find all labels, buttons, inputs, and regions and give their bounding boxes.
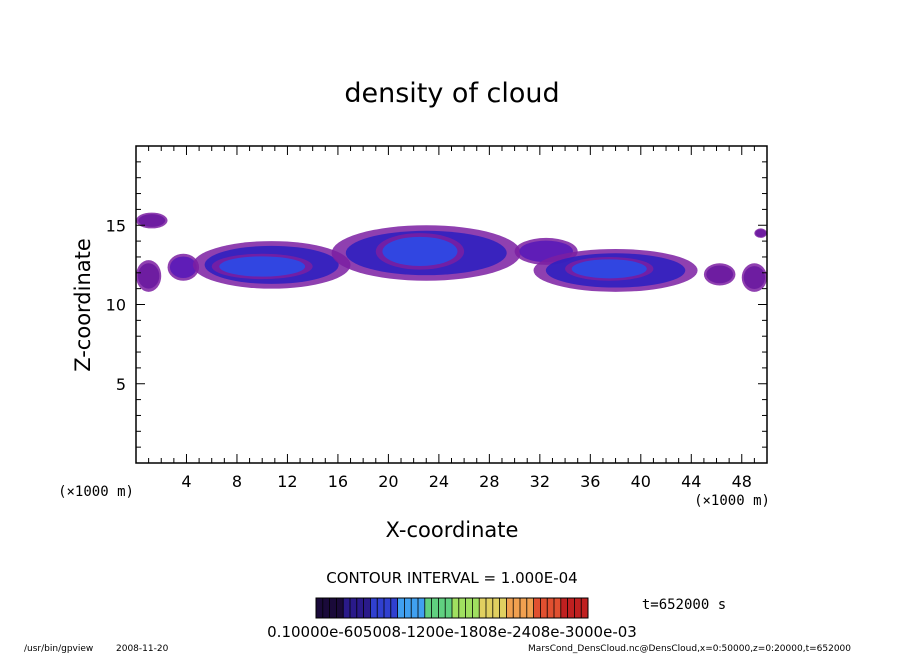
colorbar-frame <box>315 597 589 619</box>
colorbar <box>315 597 589 619</box>
contour-interval-label: CONTOUR INTERVAL = 1.000E-04 <box>326 569 577 587</box>
x-tick-label: 48 <box>732 472 752 491</box>
cloud-region-core <box>571 259 647 279</box>
x-tick-label: 20 <box>378 472 398 491</box>
cloud-region-core <box>137 263 160 289</box>
cloud-region-core <box>755 229 767 237</box>
cloud-region-core <box>219 256 306 277</box>
x-tick-label: 36 <box>580 472 600 491</box>
colorbar-tick-labels: 0.10000e-605008-1200e-1808e-2408e-3000e-… <box>267 623 637 641</box>
y-axis-unit: (×1000 m) <box>58 484 134 500</box>
chart-title: density of cloud <box>344 78 559 109</box>
cloud-region-core <box>169 256 197 279</box>
plot-frame <box>135 145 768 464</box>
x-tick-label: 28 <box>479 472 499 491</box>
x-tick-label: 16 <box>328 472 348 491</box>
x-axis-label: X-coordinate <box>386 518 519 542</box>
x-tick-label: 40 <box>631 472 651 491</box>
cloud-density-field <box>136 212 767 292</box>
x-tick-label: 8 <box>232 472 242 491</box>
x-tick-label: 12 <box>277 472 297 491</box>
footer-source: MarsCond_DensCloud.nc@DensCloud,x=0:5000… <box>528 644 851 654</box>
x-tick-label: 44 <box>681 472 701 491</box>
time-label: t=652000 s <box>642 597 726 613</box>
x-tick-label: 24 <box>429 472 449 491</box>
y-tick-label: 15 <box>106 216 126 235</box>
footer-program: /usr/bin/gpview <box>24 644 93 654</box>
y-axis-label: Z-coordinate <box>71 238 95 372</box>
cloud-region-core <box>706 265 734 284</box>
y-tick-label: 5 <box>116 375 126 394</box>
cloud-region-core <box>138 214 166 227</box>
x-axis-unit: (×1000 m) <box>694 493 770 509</box>
x-tick-label: 4 <box>181 472 191 491</box>
x-tick-label: 32 <box>530 472 550 491</box>
cloud-region-core <box>382 236 458 266</box>
y-tick-label: 10 <box>106 296 126 315</box>
footer-date: 2008-11-20 <box>116 644 169 654</box>
cloud-region-core <box>743 266 766 289</box>
